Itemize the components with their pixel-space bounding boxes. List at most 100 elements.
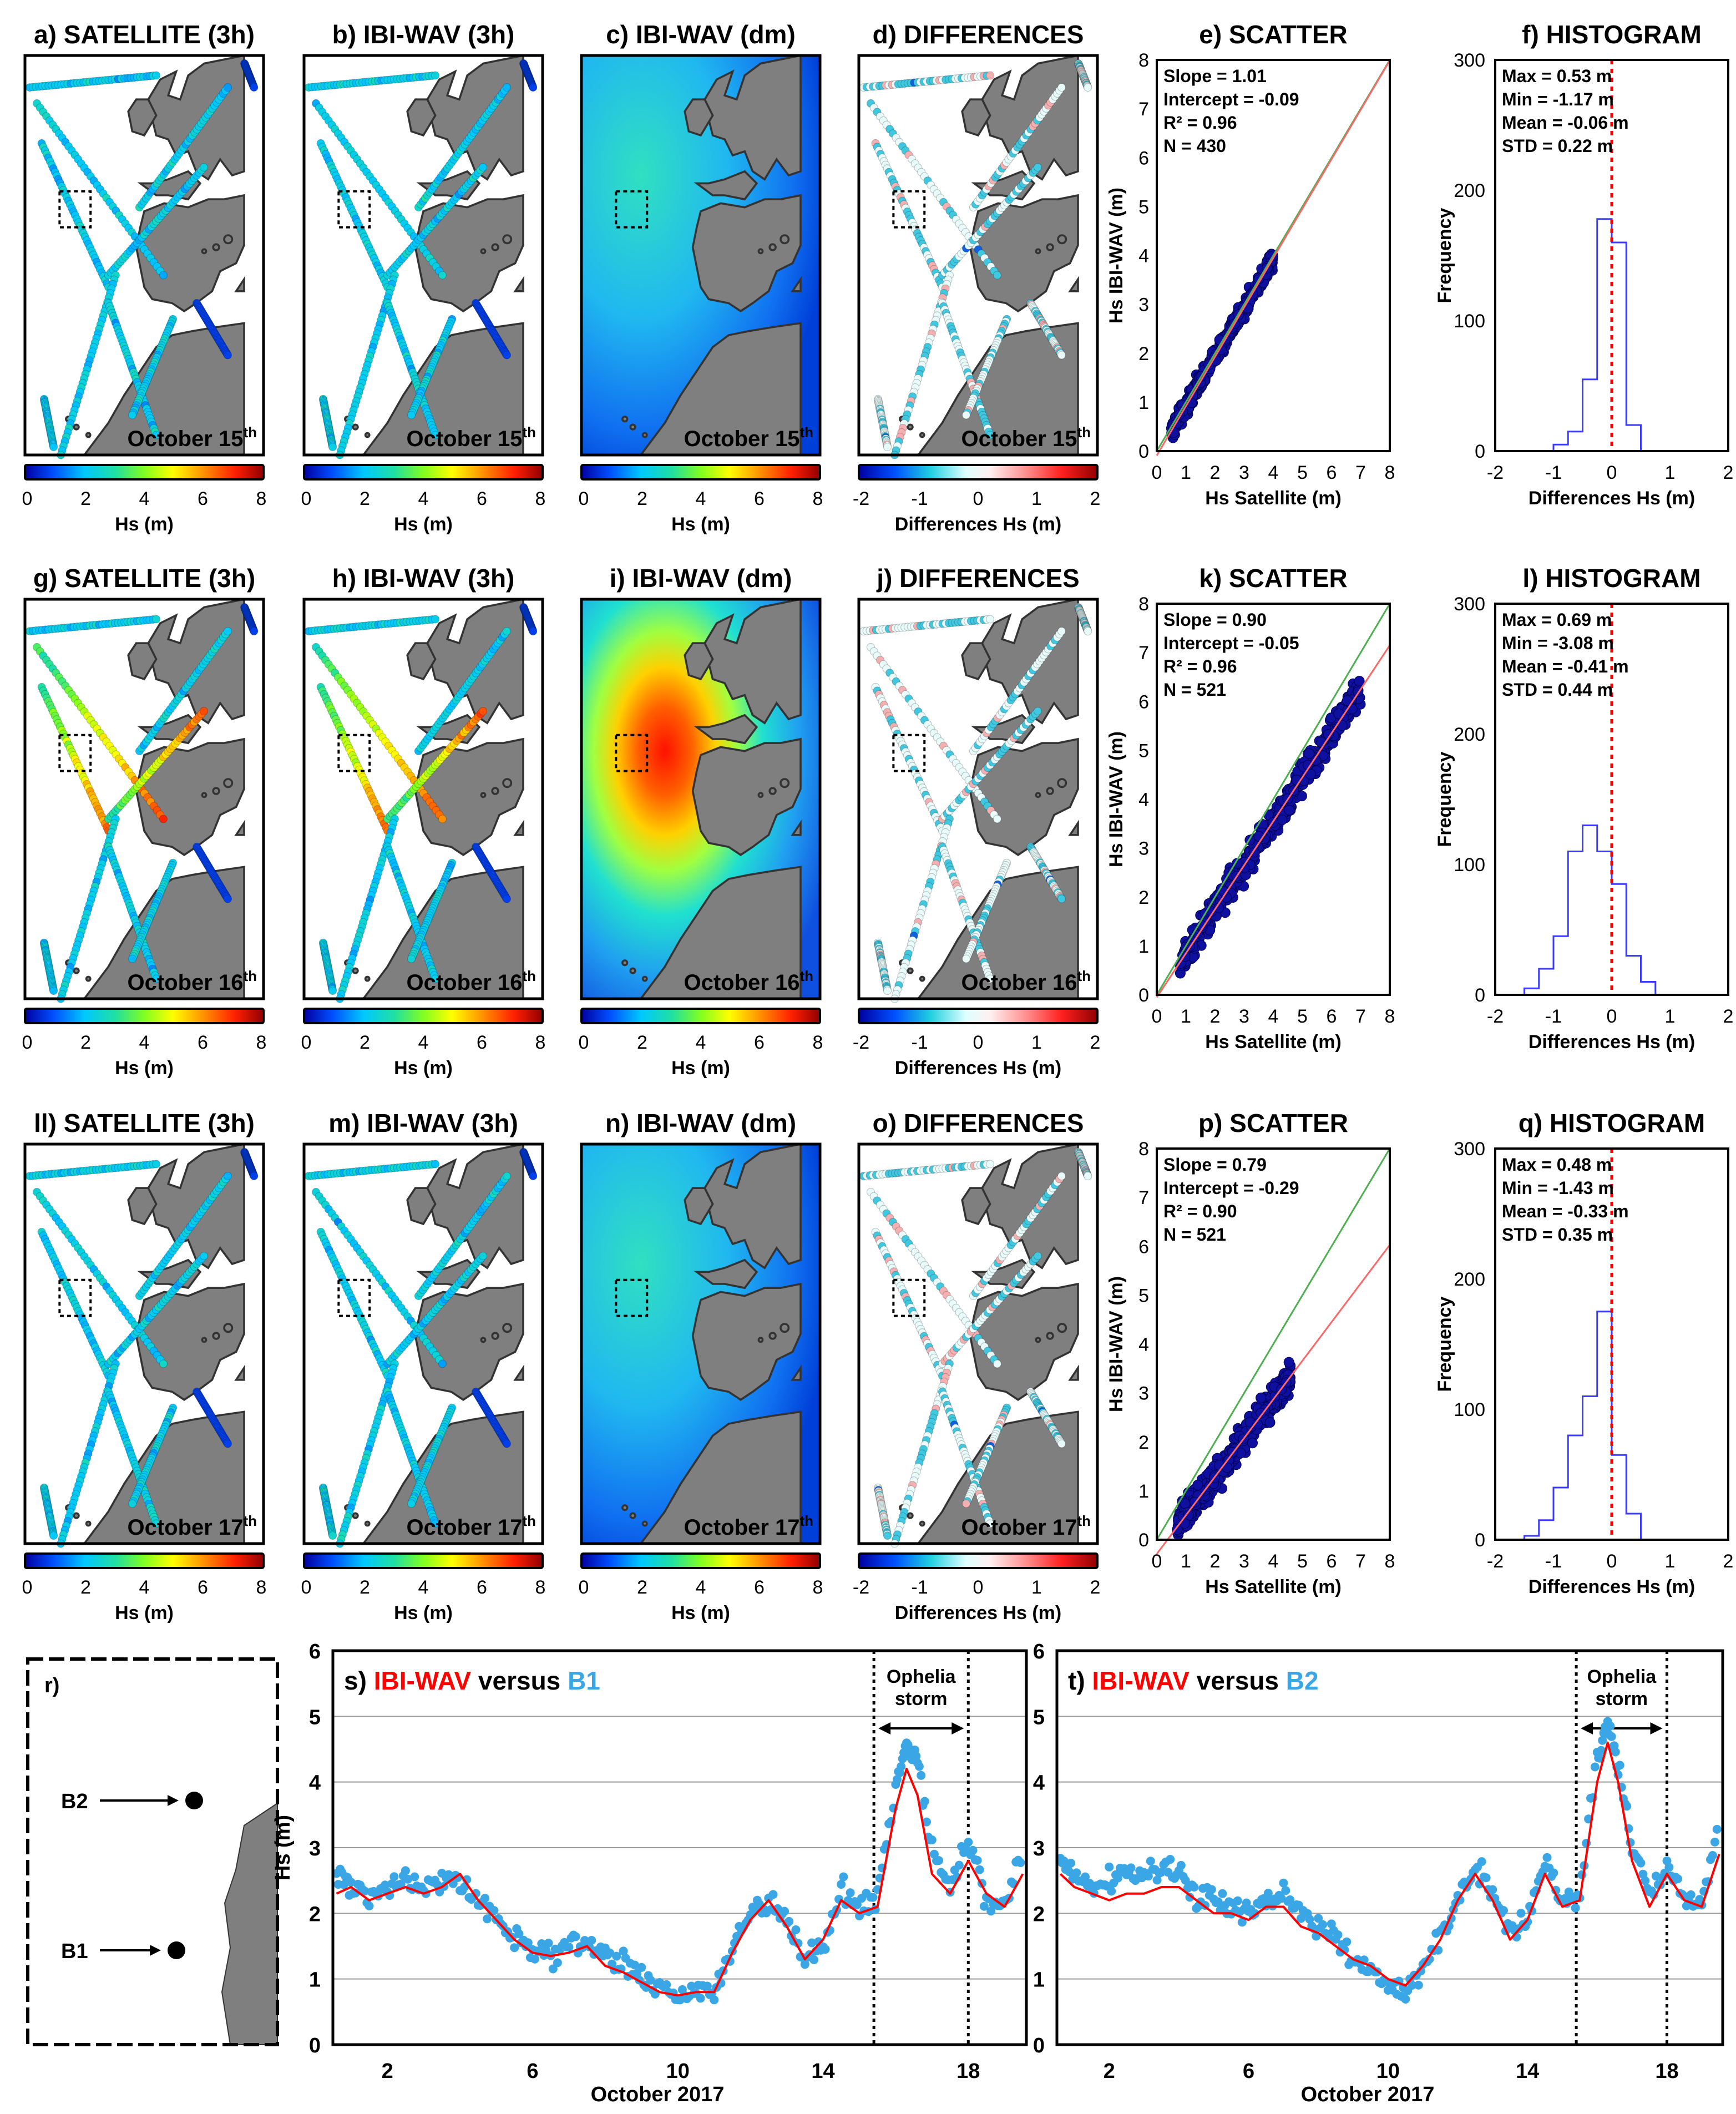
colorbar-tick-label: 6 bbox=[198, 488, 208, 509]
satellite-track-point bbox=[883, 1531, 892, 1540]
satellite-track-point bbox=[993, 815, 1001, 823]
satellite-track-point bbox=[152, 615, 160, 624]
satellite-track-point bbox=[503, 351, 511, 360]
map-date-label: October 15th bbox=[127, 424, 257, 451]
colorbar-tick-label: 8 bbox=[535, 1577, 546, 1598]
satellite-track-point bbox=[431, 1160, 439, 1169]
satellite-track-point bbox=[328, 987, 337, 995]
satellite-track-point bbox=[479, 163, 487, 172]
satellite-track-point bbox=[159, 815, 168, 823]
colorbar-tick-label: 4 bbox=[696, 488, 706, 509]
colorbar-tick-label: 2 bbox=[80, 488, 91, 509]
colorbar-label: Hs (m) bbox=[394, 1058, 453, 1079]
colorbar-label: Differences Hs (m) bbox=[895, 1602, 1061, 1624]
colorbar-tick-label: 0 bbox=[579, 488, 589, 509]
colorbar-tick-label: 0 bbox=[301, 1577, 312, 1598]
colorbar-tick-label: 4 bbox=[696, 1032, 706, 1053]
map-date-label: October 16th bbox=[406, 968, 536, 995]
satellite-track-point bbox=[883, 987, 892, 995]
satellite-track-point bbox=[438, 271, 447, 280]
colorbar bbox=[858, 1008, 1099, 1024]
colorbar-label: Hs (m) bbox=[115, 514, 174, 535]
satellite-track-point bbox=[1057, 627, 1066, 636]
satellite-track-point bbox=[1034, 163, 1042, 172]
colorbar-tick-label: -1 bbox=[911, 488, 928, 509]
colorbar-tick-label: 4 bbox=[696, 1577, 706, 1598]
colorbar-tick-label: 2 bbox=[1090, 1577, 1101, 1598]
colorbar-tick-label: 6 bbox=[754, 1577, 765, 1598]
colorbar-tick-label: 4 bbox=[418, 1032, 429, 1053]
x-tick-label: 0 bbox=[1152, 462, 1162, 483]
stat-label: Intercept = -0.09 bbox=[1163, 89, 1299, 109]
satellite-track-point bbox=[250, 1172, 259, 1181]
map-date-label: October 17th bbox=[684, 1513, 813, 1540]
colorbar-label: Hs (m) bbox=[394, 514, 453, 535]
colorbar-tick-label: 4 bbox=[139, 488, 150, 509]
colorbar-tick-label: 1 bbox=[1031, 1577, 1042, 1598]
x-tick-label: 7 bbox=[1355, 462, 1366, 483]
satellite-track-point bbox=[438, 1359, 447, 1368]
satellite-track-point bbox=[1034, 1252, 1042, 1261]
satellite-track-point bbox=[962, 411, 970, 419]
satellite-track-point bbox=[962, 954, 970, 963]
colorbar-tick-label: 0 bbox=[579, 1032, 589, 1053]
map-date-superscript: th bbox=[1077, 424, 1091, 441]
colorbar-tick-label: 6 bbox=[198, 1032, 208, 1053]
satellite-track-point bbox=[152, 431, 160, 439]
colorbar-tick-label: 0 bbox=[973, 1577, 984, 1598]
colorbar-tick-label: 2 bbox=[1090, 488, 1101, 509]
satellite-track-point bbox=[224, 83, 232, 92]
map-title: d) DIFFERENCES bbox=[873, 20, 1084, 49]
chart-title: e) SCATTER bbox=[1199, 20, 1348, 49]
colorbar bbox=[858, 464, 1099, 481]
satellite-track-point bbox=[529, 1172, 538, 1181]
colorbar-tick-label: -1 bbox=[911, 1577, 928, 1598]
satellite-track-point bbox=[128, 411, 136, 419]
colorbar-tick-label: -2 bbox=[853, 1032, 869, 1053]
colorbar-tick-label: 6 bbox=[198, 1577, 208, 1598]
satellite-track-point bbox=[1057, 351, 1066, 360]
y-tick-label: 8 bbox=[1138, 50, 1149, 71]
stat-label: N = 430 bbox=[1163, 136, 1226, 156]
stat-label: R² = 0.96 bbox=[1163, 113, 1237, 133]
satellite-track-point bbox=[503, 627, 511, 636]
x-tick-label: 8 bbox=[1385, 462, 1395, 483]
satellite-track-point bbox=[503, 83, 511, 92]
satellite-track-point bbox=[200, 163, 208, 172]
colorbar bbox=[24, 464, 265, 481]
map-frame bbox=[23, 54, 265, 457]
colorbar-tick-label: 8 bbox=[256, 1032, 267, 1053]
satellite-track-point bbox=[128, 1499, 136, 1508]
colorbar-tick-label: 0 bbox=[301, 1032, 312, 1053]
map-date-superscript: th bbox=[243, 968, 257, 984]
satellite-track-point bbox=[1084, 1172, 1092, 1181]
map-title: c) IBI-WAV (dm) bbox=[606, 20, 796, 49]
satellite-track-point bbox=[479, 707, 487, 716]
y-tick-label: 5 bbox=[1138, 196, 1149, 218]
colorbar-tick-label: -1 bbox=[911, 1032, 928, 1053]
colorbar-tick-label: 6 bbox=[754, 488, 765, 509]
y-axis-label: Hs IBI-WAV (m) bbox=[1106, 188, 1127, 323]
colorbar-label: Hs (m) bbox=[671, 1058, 730, 1079]
x-tick-label: 1 bbox=[1181, 462, 1191, 483]
satellite-track-point bbox=[49, 1531, 58, 1540]
satellite-track-point bbox=[224, 1172, 232, 1181]
y-tick-label: 4 bbox=[1138, 246, 1149, 267]
x-tick-label: 6 bbox=[1327, 462, 1337, 483]
map-date-label: October 16th bbox=[961, 968, 1091, 995]
map-date-label: October 15th bbox=[961, 424, 1091, 451]
colorbar-tick-label: 4 bbox=[418, 488, 429, 509]
colorbar-tick-label: 0 bbox=[973, 488, 984, 509]
satellite-track-point bbox=[152, 71, 160, 80]
map-date-label: October 17th bbox=[406, 1513, 536, 1540]
x-tick-label: 5 bbox=[1297, 462, 1308, 483]
